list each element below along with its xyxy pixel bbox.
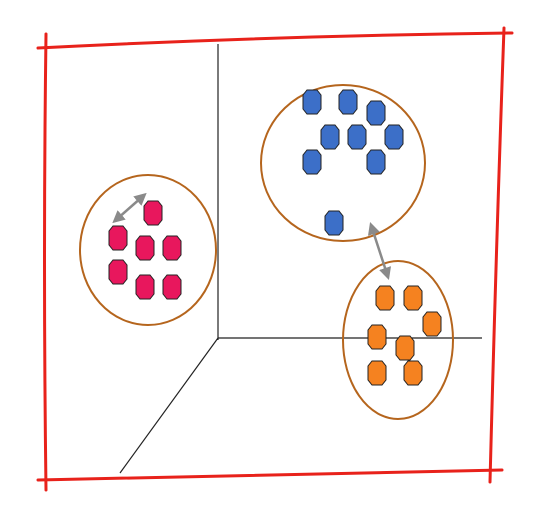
frame-bottom [36,468,504,482]
data-point [143,200,163,226]
data-point [347,124,367,150]
data-point [366,100,386,126]
data-point [320,124,340,150]
data-point [395,335,415,361]
axes [119,44,482,474]
data-point [302,149,322,175]
cluster-boundary [260,84,426,242]
data-point [367,360,387,386]
data-point [422,311,442,337]
distance-arrow [367,222,392,280]
data-point [162,274,182,300]
data-point [403,285,423,311]
distance-arrow [112,192,147,224]
cluster-boundary [79,174,217,326]
data-point [324,210,344,236]
data-point [375,285,395,311]
clusters [79,84,454,420]
data-point [135,274,155,300]
data-point [108,225,128,251]
data-point [366,149,386,175]
z-axis [119,337,219,474]
arrows [112,192,392,280]
data-point [302,89,322,115]
data-point [367,324,387,350]
data-point [403,360,423,386]
frame-top [36,31,514,50]
points [108,89,442,386]
cluster-boundary [342,260,454,420]
data-point [135,235,155,261]
data-point [384,124,404,150]
frame [36,26,514,492]
data-point [162,235,182,261]
data-point [108,259,128,285]
data-point [338,89,358,115]
frame-right [488,26,506,484]
frame-left [43,32,48,492]
